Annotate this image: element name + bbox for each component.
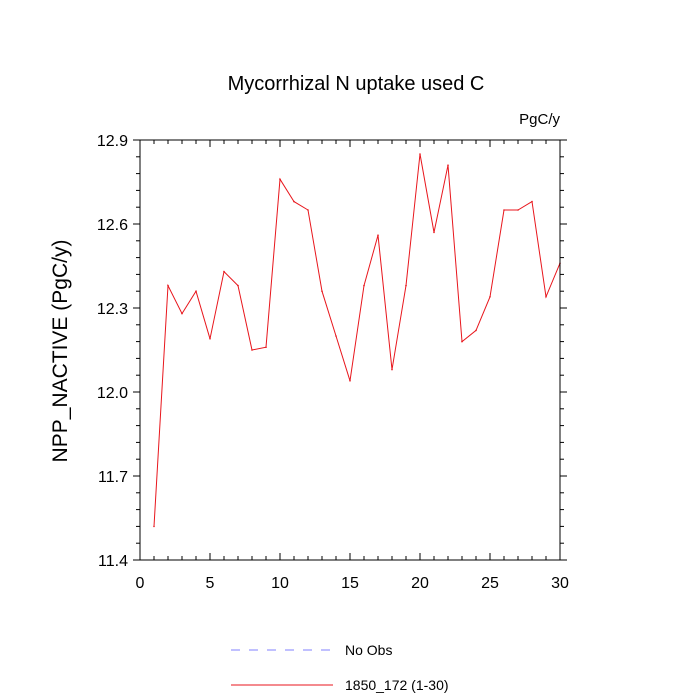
data-point	[293, 200, 295, 203]
data-point	[419, 153, 421, 155]
data-point	[405, 284, 407, 287]
data-point	[489, 296, 491, 298]
y-tick-label: 12.6	[97, 217, 128, 234]
data-point	[195, 290, 197, 293]
x-tick-label: 0	[136, 575, 145, 592]
x-tick-label: 20	[411, 575, 429, 592]
x-tick-label: 25	[481, 575, 499, 592]
data-point	[251, 349, 253, 351]
data-point	[335, 335, 337, 337]
y-tick-label: 11.4	[98, 553, 128, 570]
data-point	[349, 380, 351, 382]
y-tick-label: 12.0	[97, 385, 128, 402]
data-point	[167, 284, 169, 287]
x-tick-label: 5	[206, 575, 215, 592]
plot-layer	[153, 153, 561, 528]
data-point	[279, 178, 281, 180]
x-tick-label: 30	[551, 575, 569, 592]
data-point	[517, 209, 519, 211]
data-point	[265, 346, 267, 349]
x-tick-label: 10	[271, 575, 289, 592]
data-point	[223, 270, 225, 273]
data-point	[545, 296, 547, 298]
data-point	[153, 525, 155, 528]
legend-label-1: 1850_172 (1-30)	[345, 677, 449, 693]
units-label: PgC/y	[519, 111, 560, 128]
data-point	[531, 200, 533, 203]
chart-title: Mycorrhizal N uptake used C	[228, 73, 485, 95]
data-point	[461, 340, 463, 343]
plot-frame	[139, 139, 561, 561]
y-tick-label: 11.7	[98, 469, 128, 486]
axis-ticks: 0 5 10 15 20 25 30 11.4 11.7 12.0 12.3 12.6 12.9	[97, 133, 569, 592]
y-axis-label: NPP_NACTIVE (PgC/y)	[49, 240, 72, 463]
y-tick-label: 12.9	[97, 133, 128, 150]
x-tick-label: 15	[341, 575, 359, 592]
legend-label-0: No Obs	[345, 642, 392, 658]
data-point	[209, 338, 211, 340]
data-point	[237, 284, 239, 287]
data-point	[391, 368, 393, 371]
data-point	[447, 164, 449, 166]
data-point	[307, 209, 309, 211]
data-point	[433, 231, 435, 234]
legend: No Obs 1850_172 (1-30)	[231, 642, 449, 693]
data-point	[321, 290, 323, 293]
data-point	[475, 329, 477, 332]
data-point	[377, 234, 379, 236]
series-line-1	[153, 153, 561, 527]
y-tick-label: 12.3	[97, 301, 128, 318]
data-point	[181, 312, 183, 315]
data-point	[363, 284, 365, 287]
data-point	[503, 209, 505, 211]
